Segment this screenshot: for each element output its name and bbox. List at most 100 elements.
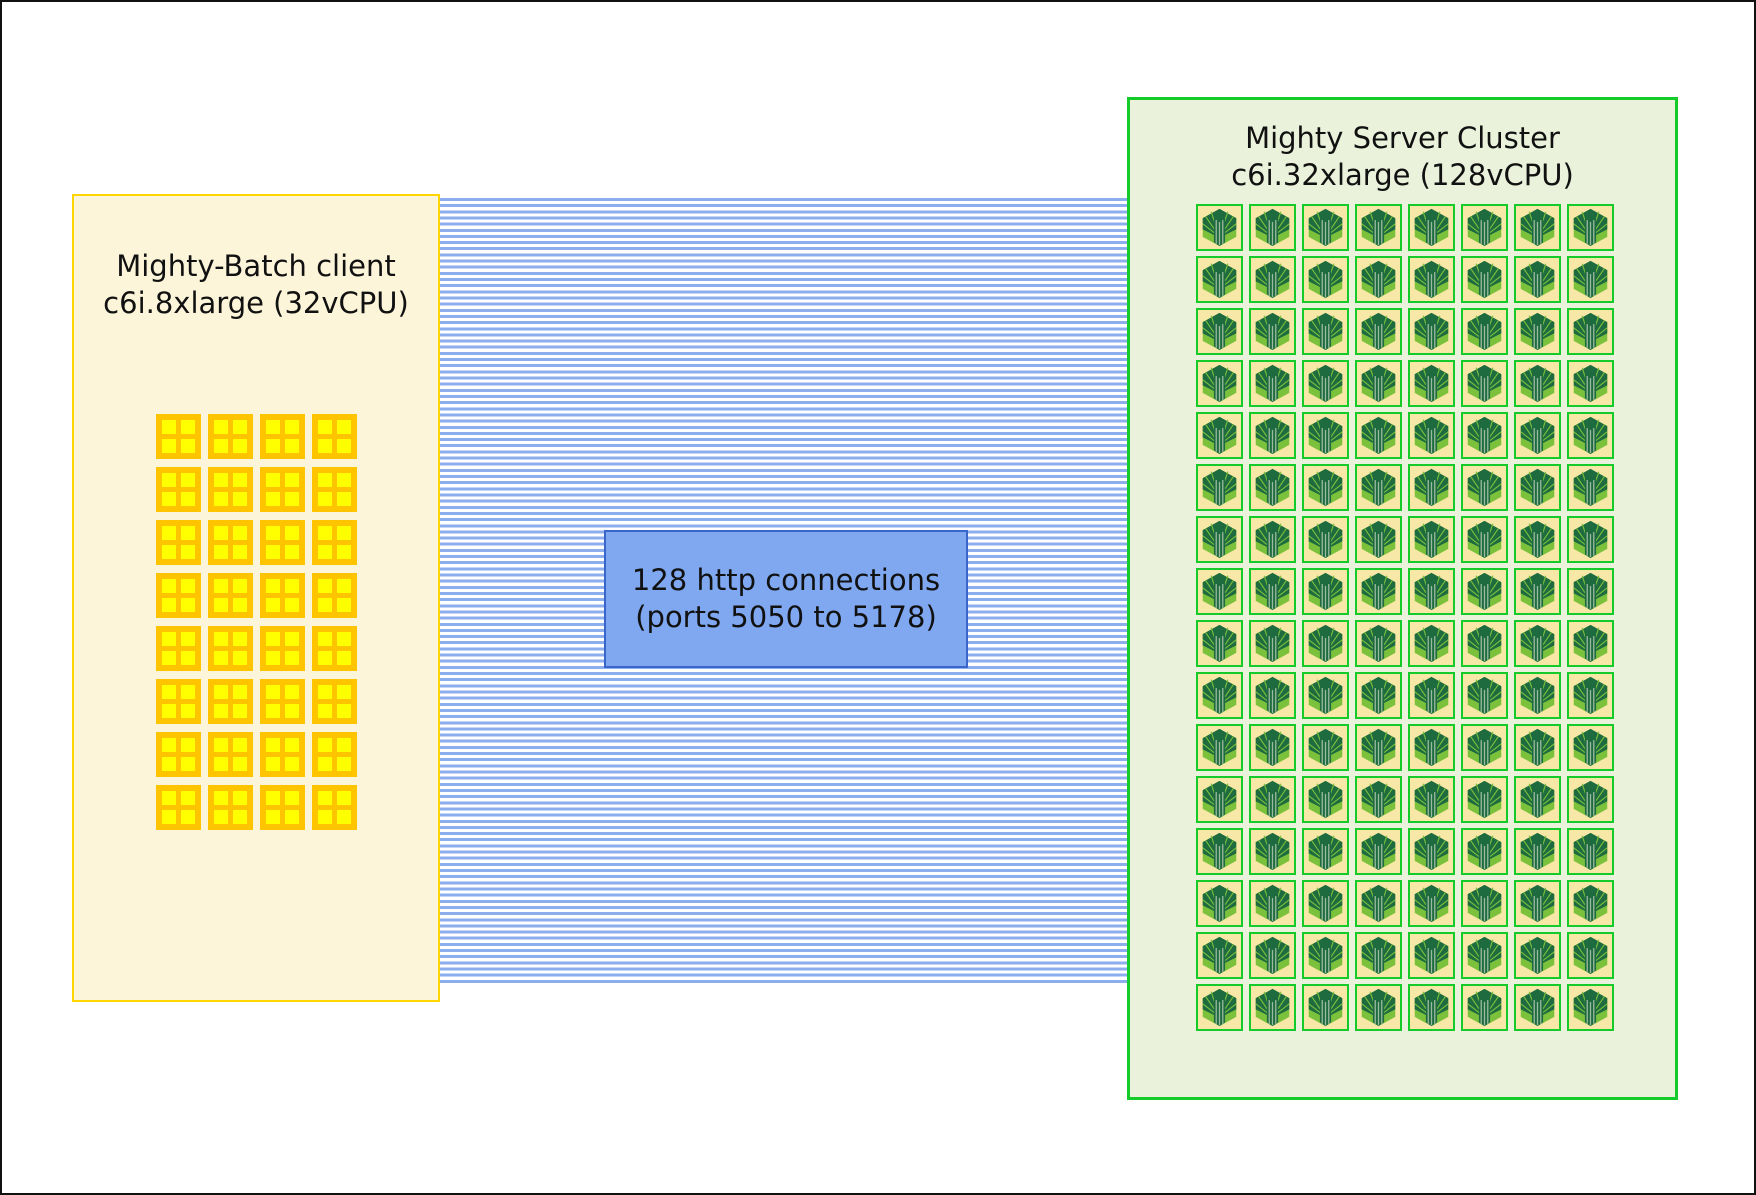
mighty-tree-icon <box>1302 724 1349 771</box>
cpu-core-cell <box>337 598 351 612</box>
cpu-core-cell <box>181 492 195 506</box>
mighty-tree-icon <box>1567 932 1614 979</box>
mighty-tree-icon <box>1196 360 1243 407</box>
mighty-tree-icon <box>1461 360 1508 407</box>
mighty-tree-icon <box>1567 256 1614 303</box>
mighty-tree-icon <box>1196 724 1243 771</box>
mighty-tree-icon <box>1355 984 1402 1031</box>
mighty-tree-icon <box>1461 308 1508 355</box>
cpu-core-cell <box>181 757 195 771</box>
cpu-core-cell <box>285 632 299 646</box>
cpu-icon <box>208 679 253 724</box>
mighty-tree-icon <box>1408 464 1455 511</box>
cpu-core-cell <box>266 492 280 506</box>
cpu-core-cell <box>162 420 176 434</box>
mighty-tree-icon <box>1302 360 1349 407</box>
mighty-tree-icon <box>1567 620 1614 667</box>
mighty-tree-icon <box>1302 256 1349 303</box>
cpu-core-cell <box>181 526 195 540</box>
cpu-core-cell <box>181 810 195 824</box>
mighty-tree-icon <box>1514 984 1561 1031</box>
cpu-core-cell <box>181 632 195 646</box>
server-title-line1: Mighty Server Cluster <box>1245 121 1560 155</box>
mighty-tree-icon <box>1196 256 1243 303</box>
mighty-tree-icon <box>1196 412 1243 459</box>
mighty-tree-icon <box>1249 880 1296 927</box>
cpu-core-cell <box>181 685 195 699</box>
cpu-core-cell <box>233 545 247 559</box>
cpu-core-cell <box>214 738 228 752</box>
cpu-core-cell <box>337 685 351 699</box>
cpu-core-cell <box>285 810 299 824</box>
mighty-tree-icon <box>1461 776 1508 823</box>
mighty-tree-icon <box>1408 256 1455 303</box>
cpu-core-cell <box>285 738 299 752</box>
cpu-icon <box>312 573 357 618</box>
cpu-core-cell <box>214 545 228 559</box>
mighty-tree-icon <box>1567 204 1614 251</box>
cpu-core-cell <box>337 704 351 718</box>
mighty-tree-icon <box>1461 724 1508 771</box>
cpu-core-cell <box>266 439 280 453</box>
cpu-core-cell <box>266 810 280 824</box>
cpu-icon <box>208 520 253 565</box>
mighty-tree-icon <box>1355 464 1402 511</box>
cpu-core-cell <box>181 704 195 718</box>
mighty-tree-icon <box>1461 984 1508 1031</box>
mighty-tree-icon <box>1249 828 1296 875</box>
mighty-tree-icon <box>1567 984 1614 1031</box>
mighty-tree-icon <box>1302 412 1349 459</box>
mighty-tree-icon <box>1302 672 1349 719</box>
mighty-tree-icon <box>1249 516 1296 563</box>
cpu-core-cell <box>266 579 280 593</box>
cpu-icon <box>208 785 253 830</box>
mighty-tree-icon <box>1408 568 1455 615</box>
cpu-icon <box>312 679 357 724</box>
mighty-tree-icon <box>1249 308 1296 355</box>
mighty-tree-icon <box>1249 464 1296 511</box>
cpu-core-cell <box>233 492 247 506</box>
client-box: Mighty-Batch client c6i.8xlarge (32vCPU) <box>72 194 440 1002</box>
cpu-core-cell <box>318 651 332 665</box>
cpu-core-cell <box>162 810 176 824</box>
mighty-tree-icon <box>1514 204 1561 251</box>
cpu-core-cell <box>337 420 351 434</box>
mighty-tree-icon <box>1302 620 1349 667</box>
mighty-tree-icon <box>1567 880 1614 927</box>
mighty-tree-icon <box>1355 620 1402 667</box>
cpu-core-cell <box>162 439 176 453</box>
cpu-core-cell <box>214 526 228 540</box>
cpu-core-cell <box>318 685 332 699</box>
cpu-core-cell <box>162 685 176 699</box>
mighty-tree-icon <box>1514 620 1561 667</box>
mighty-tree-icon <box>1514 672 1561 719</box>
mighty-tree-icon <box>1249 412 1296 459</box>
mighty-tree-icon <box>1302 516 1349 563</box>
cpu-core-cell <box>181 439 195 453</box>
cpu-core-cell <box>162 704 176 718</box>
cpu-core-cell <box>266 704 280 718</box>
cpu-core-cell <box>214 420 228 434</box>
connections-label-line1: 128 http connections <box>631 563 941 597</box>
cpu-core-cell <box>266 738 280 752</box>
mighty-tree-icon <box>1514 932 1561 979</box>
cpu-core-cell <box>318 579 332 593</box>
mighty-tree-icon <box>1302 932 1349 979</box>
cpu-core-cell <box>285 545 299 559</box>
mighty-tree-icon <box>1196 516 1243 563</box>
mighty-tree-icon <box>1514 412 1561 459</box>
mighty-tree-icon <box>1302 776 1349 823</box>
mighty-tree-icon <box>1461 932 1508 979</box>
mighty-tree-icon <box>1461 672 1508 719</box>
cpu-core-cell <box>214 598 228 612</box>
cpu-core-cell <box>318 791 332 805</box>
cpu-core-cell <box>318 545 332 559</box>
cpu-core-cell <box>337 738 351 752</box>
mighty-tree-icon <box>1408 308 1455 355</box>
cpu-core-cell <box>162 757 176 771</box>
cpu-core-cell <box>337 526 351 540</box>
cpu-core-cell <box>266 791 280 805</box>
cpu-core-cell <box>285 757 299 771</box>
cpu-core-cell <box>233 685 247 699</box>
cpu-icon <box>312 414 357 459</box>
